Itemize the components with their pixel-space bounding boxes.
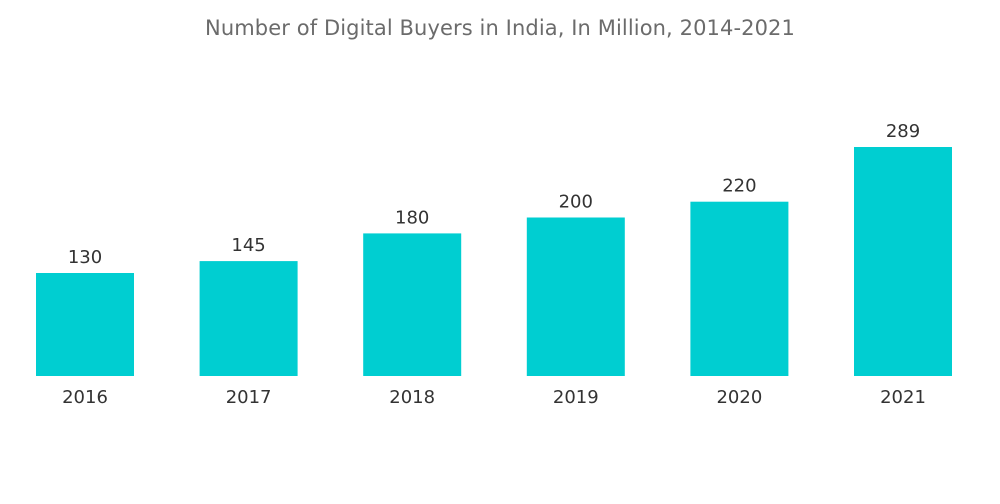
- data-label-2017: 145: [231, 235, 265, 256]
- bar-2020: [690, 201, 789, 376]
- data-label-2018: 180: [395, 207, 429, 228]
- x-tick-label-2018: 2018: [389, 387, 435, 408]
- chart-title: Number of Digital Buyers in India, In Mi…: [205, 16, 795, 40]
- x-axis-ticks-group: 2016 2017 2018 2019 2020 2021: [62, 387, 926, 408]
- bar-2021: [854, 147, 952, 376]
- bar-2019: [526, 217, 625, 376]
- data-label-2020: 220: [722, 176, 756, 197]
- x-tick-label-2016: 2016: [62, 387, 108, 408]
- x-tick-label-2017: 2017: [226, 387, 272, 408]
- data-label-2021: 289: [886, 121, 920, 142]
- x-tick-label-2020: 2020: [716, 387, 762, 408]
- bar-2018: [363, 233, 462, 376]
- x-tick-label-2019: 2019: [553, 387, 599, 408]
- x-tick-label-2021: 2021: [880, 387, 926, 408]
- data-labels-group: 130 145 180 200 220 289: [68, 121, 920, 268]
- data-label-2016: 130: [68, 247, 102, 268]
- bar-2016: [36, 273, 134, 376]
- bar-2017: [199, 261, 298, 376]
- data-label-2019: 200: [559, 192, 593, 213]
- bars-group: [36, 147, 952, 376]
